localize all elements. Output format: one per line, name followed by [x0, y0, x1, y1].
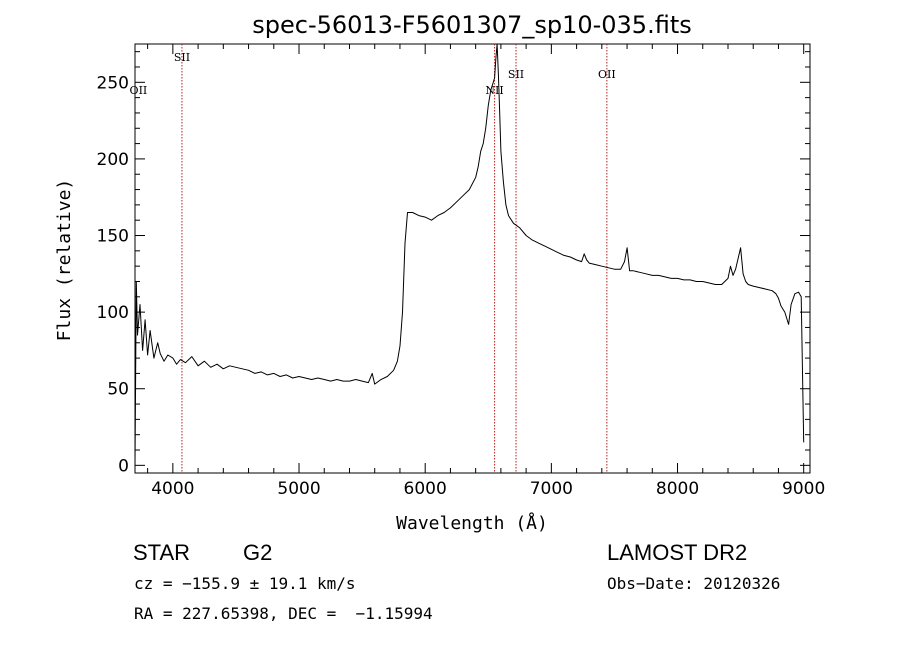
y-tick-label: 250	[97, 73, 129, 93]
x-tick-label: 8000	[656, 479, 699, 499]
coordinates-readout: RA = 227.65398, DEC = −1.15994	[134, 604, 433, 623]
x-axis-label: Wavelength (Å)	[396, 512, 548, 534]
x-tick-label: 7000	[530, 479, 573, 499]
y-axis-label: Flux (relative)	[54, 179, 75, 342]
object-class: STAR	[133, 540, 191, 565]
survey-name: LAMOST DR2	[607, 540, 748, 565]
emission-line-label: OII	[598, 68, 616, 81]
y-tick-label: 0	[118, 456, 129, 476]
object-subclass: G2	[243, 540, 273, 565]
y-tick-label: 100	[97, 303, 129, 323]
x-tick-label: 9000	[782, 479, 825, 499]
chart-title: spec-56013-F5601307_sp10-035.fits	[252, 11, 691, 39]
plot-frame	[134, 43, 811, 474]
x-tick-label: 6000	[404, 479, 447, 499]
spectrum-chart: spec-56013-F5601307_sp10-035.fits 4000 50…	[54, 11, 825, 534]
y-tick-label: 200	[97, 150, 129, 170]
emission-line-label: SII	[508, 68, 524, 81]
velocity-readout: cz = −155.9 ± 19.1 km/s	[134, 574, 356, 593]
spectrum-series-line	[134, 43, 805, 466]
emission-line-label: OII	[130, 84, 148, 97]
x-tick-label: 4000	[151, 479, 194, 499]
obs-date: Obs−Date: 20120326	[607, 574, 781, 593]
y-tick-label: 150	[97, 227, 129, 247]
y-tick-label: 50	[107, 380, 129, 400]
emission-line-label: NII	[485, 84, 503, 97]
x-tick-label: 5000	[277, 479, 320, 499]
emission-line-label: SII	[174, 51, 190, 64]
